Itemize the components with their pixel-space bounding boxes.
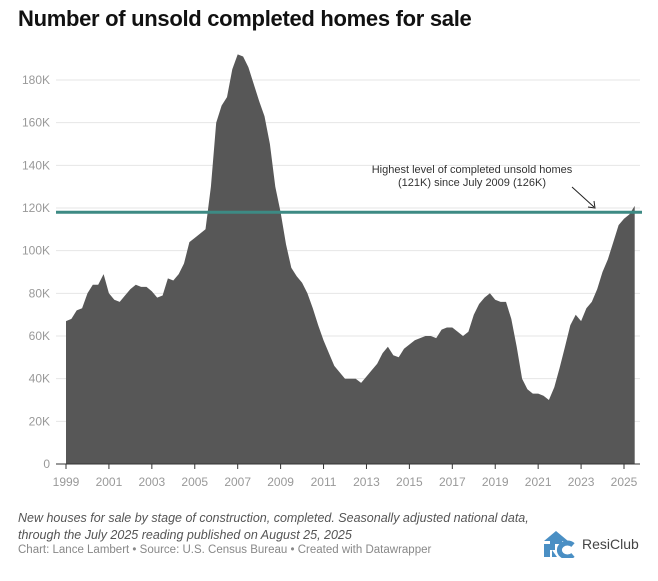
annotation-arrow xyxy=(571,186,596,209)
x-tick-label: 2003 xyxy=(138,475,165,489)
y-tick-label: 20K xyxy=(29,414,50,428)
y-tick-label: 160K xyxy=(22,116,50,130)
x-tick-label: 1999 xyxy=(53,475,80,489)
area-chart: 0 20K 40K 60K 80K 100K 120K 140K 160K 180K 1999 20… xyxy=(22,54,642,489)
chart-notes: New houses for sale by stage of construc… xyxy=(18,511,529,542)
x-tick-label: 2009 xyxy=(267,475,294,489)
x-tick-label: 2025 xyxy=(611,475,638,489)
x-tick-label: 2007 xyxy=(224,475,251,489)
y-tick-label: 180K xyxy=(22,73,50,87)
area-series xyxy=(66,54,635,465)
resiclub-logo: ResiClub xyxy=(540,530,639,558)
chart-credit: Chart: Lance Lambert • Source: U.S. Cens… xyxy=(18,544,432,556)
y-tick-label: 140K xyxy=(22,158,50,172)
y-tick-label: 40K xyxy=(29,372,50,386)
x-tick-label: 2013 xyxy=(353,475,380,489)
annotation-text-line2: (121K) since July 2009 (126K) xyxy=(398,177,546,189)
y-tick-label: 80K xyxy=(29,286,50,300)
x-axis: 1999 2001 2003 2005 2007 2009 2011 2013 2015 2017… xyxy=(53,463,640,489)
y-tick-label: 100K xyxy=(22,244,50,258)
x-tick-label: 2019 xyxy=(482,475,509,489)
x-tick-label: 2005 xyxy=(181,475,208,489)
x-tick-label: 2021 xyxy=(525,475,552,489)
y-tick-label: 120K xyxy=(22,201,50,215)
y-axis-labels: 0 20K 40K 60K 80K 100K 120K 140K 160K 180K xyxy=(22,73,50,471)
y-tick-label: 0 xyxy=(43,457,50,471)
y-tick-label: 60K xyxy=(29,329,50,343)
resiclub-rc-house-icon xyxy=(544,531,575,558)
x-tick-label: 2015 xyxy=(396,475,423,489)
logo-text: ResiClub xyxy=(582,536,639,552)
chart-title: Number of unsold completed homes for sal… xyxy=(18,6,472,31)
x-tick-label: 2017 xyxy=(439,475,466,489)
x-tick-label: 2023 xyxy=(568,475,595,489)
x-tick-label: 2001 xyxy=(96,475,123,489)
x-tick-label: 2011 xyxy=(311,475,337,489)
annotation-text-line1: Highest level of completed unsold homes xyxy=(372,164,573,176)
